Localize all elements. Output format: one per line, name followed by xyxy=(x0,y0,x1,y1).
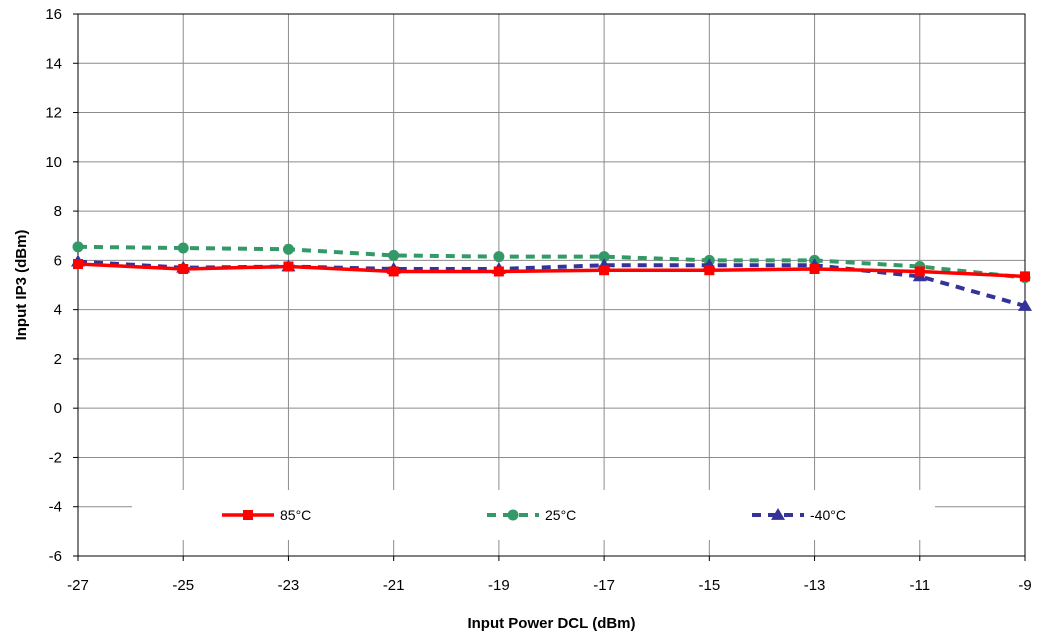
x-tick-label: -19 xyxy=(488,577,510,594)
legend-entry: 25°C xyxy=(487,507,576,523)
y-tick-label: 12 xyxy=(45,105,62,122)
data-point xyxy=(178,263,189,274)
legend-label: 85°C xyxy=(280,507,311,523)
data-point xyxy=(72,241,84,253)
series-3 xyxy=(71,254,1032,311)
y-tick-label: -2 xyxy=(49,449,62,466)
series-1 xyxy=(73,259,1030,282)
data-point xyxy=(1020,271,1030,282)
y-tick-label: 10 xyxy=(45,154,62,171)
legend-label: -40°C xyxy=(810,507,846,523)
data-point xyxy=(771,508,785,520)
y-tick-label: 16 xyxy=(45,6,62,23)
x-tick-label: -25 xyxy=(172,577,194,594)
y-tick-label: -6 xyxy=(49,548,62,565)
y-tick-label: 14 xyxy=(45,55,62,72)
y-tick-label: -4 xyxy=(49,499,62,516)
y-tick-label: 0 xyxy=(54,400,62,417)
x-tick-label: -21 xyxy=(383,577,405,594)
legend: 85°C 25°C -40°C xyxy=(132,490,935,540)
legend-label: 25°C xyxy=(545,507,576,523)
grid xyxy=(77,13,1026,557)
series-group xyxy=(71,241,1032,311)
series-2 xyxy=(72,241,1031,284)
legend-entry: 85°C xyxy=(222,507,311,523)
data-point xyxy=(177,242,189,254)
series-line xyxy=(77,244,1026,280)
data-point xyxy=(599,265,610,276)
data-point xyxy=(243,510,253,520)
data-point xyxy=(283,261,294,272)
y-tick-label: 8 xyxy=(54,203,62,220)
y-tick-label: 4 xyxy=(54,302,62,319)
series-line xyxy=(77,262,1026,279)
data-point xyxy=(507,509,519,521)
data-point xyxy=(598,251,610,263)
data-point xyxy=(1018,298,1032,311)
data-point xyxy=(914,266,925,277)
y-axis-title: Input IP3 (dBm) xyxy=(13,230,30,341)
data-point xyxy=(282,243,294,255)
x-tick-label: -13 xyxy=(804,577,826,594)
x-tick-label: -11 xyxy=(909,577,930,594)
y-axis-ticks: 16 14 12 10 8 6 4 2 0 -2 -4 -6 xyxy=(45,6,78,565)
legend-entry: -40°C xyxy=(752,507,846,523)
x-tick-label: -17 xyxy=(593,577,615,594)
x-axis-ticks: -27 -25 -23 -21 -19 -17 -15 -13 -11 -9 xyxy=(67,556,1032,594)
y-tick-label: 6 xyxy=(54,252,62,269)
x-tick-label: -9 xyxy=(1018,577,1031,594)
data-point xyxy=(809,263,820,274)
data-point xyxy=(704,265,715,276)
x-tick-label: -27 xyxy=(67,577,89,594)
data-point xyxy=(493,266,504,277)
y-tick-label: 2 xyxy=(54,351,62,368)
x-axis-title: Input Power DCL (dBm) xyxy=(467,615,635,632)
x-tick-label: -23 xyxy=(278,577,300,594)
data-point xyxy=(388,249,400,261)
data-point xyxy=(388,266,399,277)
data-point xyxy=(493,251,505,263)
data-point xyxy=(73,259,83,270)
plot-area xyxy=(77,13,1026,557)
x-tick-label: -15 xyxy=(698,577,720,594)
